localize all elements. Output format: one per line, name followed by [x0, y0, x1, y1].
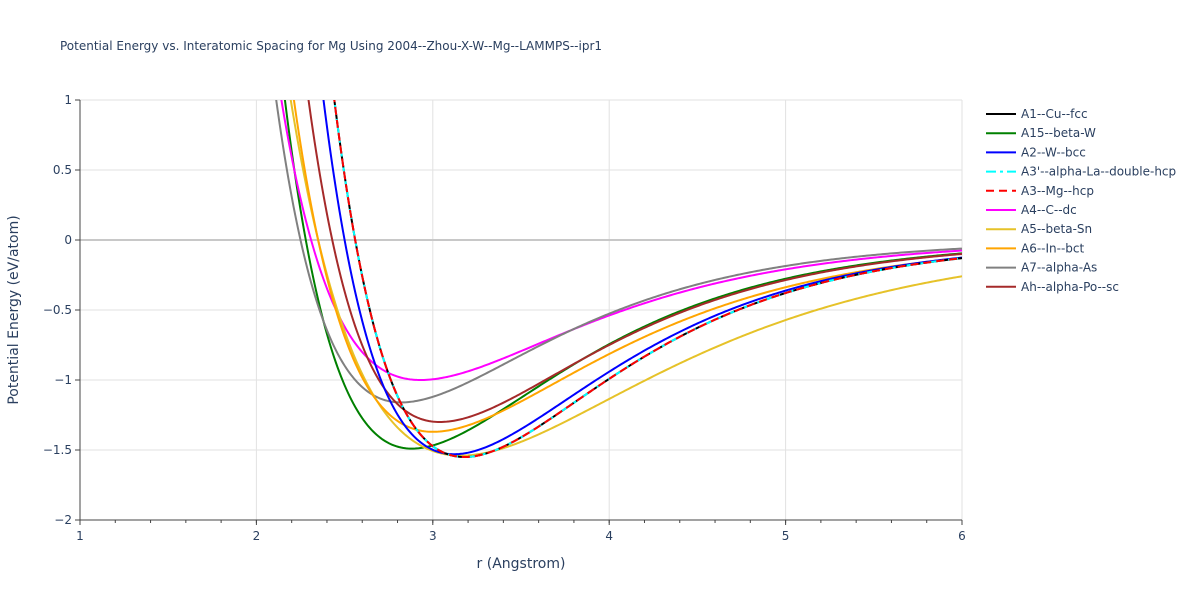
axes-layer: 1 2 3 4 5 6 −2 −1.5 −1 −0.5 0 0.5 1 [43, 93, 966, 543]
legend-label: A3'--alpha-La--double-hcp [1021, 165, 1176, 179]
legend-item[interactable]: A5--beta-Sn [986, 222, 1092, 236]
x-tick-label: 3 [429, 529, 437, 543]
chart-title: Potential Energy vs. Interatomic Spacing… [60, 39, 602, 53]
y-tick-label: −0.5 [43, 303, 72, 317]
series-line [333, 100, 962, 459]
legend-label: A1--Cu--fcc [1021, 107, 1088, 121]
legend-item[interactable]: A6--In--bct [986, 241, 1085, 255]
legend-label: A3--Mg--hcp [1021, 184, 1094, 198]
legend-label: A15--beta-W [1021, 126, 1096, 140]
legend-label: Ah--alpha-Po--sc [1021, 280, 1119, 294]
y-axis-title: Potential Energy (eV/atom) [6, 215, 22, 404]
x-tick-label: 1 [76, 529, 84, 543]
legend-item[interactable]: A7--alpha-As [986, 261, 1097, 275]
x-tick-label: 2 [253, 529, 261, 543]
series-line [322, 100, 962, 456]
y-tick-label: 0 [64, 233, 72, 247]
series-line [307, 100, 962, 424]
legend-item[interactable]: A15--beta-W [986, 126, 1096, 140]
series-layer [275, 100, 962, 459]
y-tick-label: 0.5 [53, 163, 72, 177]
y-tick-label: −1.5 [43, 443, 72, 457]
x-axis-title: r (Angstrom) [477, 556, 566, 572]
legend-label: A5--beta-Sn [1021, 222, 1092, 236]
legend-item[interactable]: A3--Mg--hcp [986, 184, 1094, 198]
x-tick-label: 6 [958, 529, 966, 543]
y-tick-label: 1 [64, 93, 72, 107]
legend-item[interactable]: A3'--alpha-La--double-hcp [986, 165, 1176, 179]
x-tick-label: 4 [605, 529, 613, 543]
legend-label: A6--In--bct [1021, 241, 1085, 255]
legend-item[interactable]: A1--Cu--fcc [986, 107, 1088, 121]
legend-item[interactable]: A4--C--dc [986, 203, 1077, 217]
series-line [292, 100, 962, 433]
y-tick-label: −1 [54, 373, 72, 387]
legend-item[interactable]: Ah--alpha-Po--sc [986, 280, 1119, 294]
legend-label: A4--C--dc [1021, 203, 1077, 217]
grid-layer [80, 99, 963, 520]
x-tick-label: 5 [782, 529, 790, 543]
legend[interactable]: A1--Cu--fcc A15--beta-W A2--W--bcc A3'--alp… [986, 107, 1176, 294]
y-tick-label: −2 [54, 513, 72, 527]
legend-label: A2--W--bcc [1021, 145, 1086, 159]
legend-label: A7--alpha-As [1021, 261, 1097, 275]
legend-item[interactable]: A2--W--bcc [986, 145, 1086, 159]
